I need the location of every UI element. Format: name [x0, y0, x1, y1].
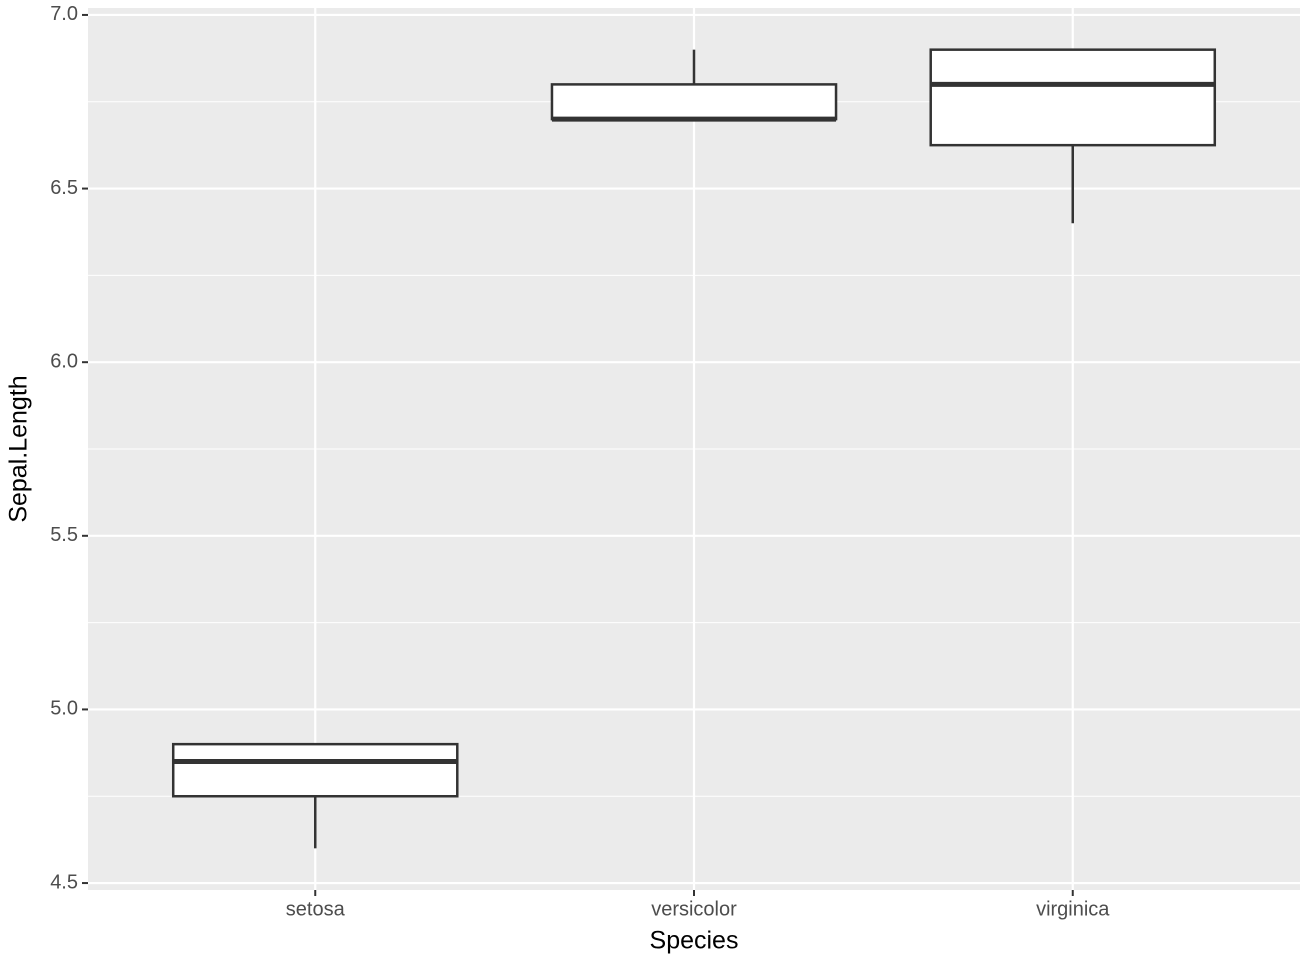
- y-tick-label: 4.5: [50, 871, 78, 893]
- y-axis-title: Sepal.Length: [5, 375, 33, 522]
- x-tick-label: versicolor: [651, 898, 737, 920]
- x-tick-label: virginica: [1036, 898, 1110, 920]
- x-axis-title: Species: [650, 927, 739, 955]
- y-tick-label: 7.0: [50, 3, 78, 25]
- y-tick-label: 5.0: [50, 698, 78, 720]
- x-tick-label: setosa: [286, 898, 346, 920]
- y-tick-label: 5.5: [50, 524, 78, 546]
- y-tick-label: 6.5: [50, 177, 78, 199]
- box: [171, 742, 459, 798]
- box: [550, 83, 838, 121]
- box: [929, 48, 1217, 147]
- y-tick-label: 6.0: [50, 350, 78, 372]
